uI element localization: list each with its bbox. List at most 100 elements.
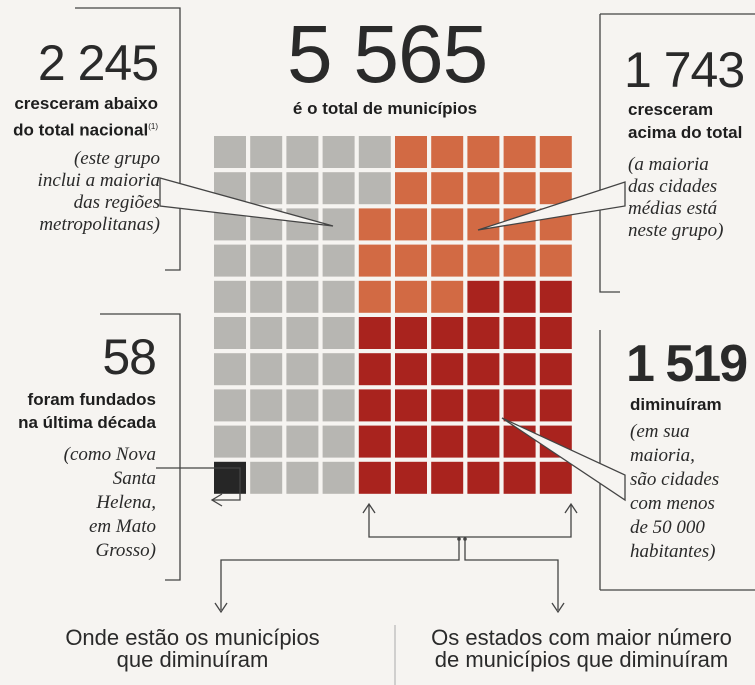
above-label-line-1: cresceram: [628, 100, 714, 119]
stem-left: [220, 537, 460, 610]
square-decreased: [539, 389, 572, 422]
below-note-line-4: metropolitanas): [39, 214, 160, 235]
square-above: [358, 280, 391, 313]
square-above: [395, 244, 427, 277]
square-decreased: [395, 389, 427, 422]
square-below: [214, 136, 246, 168]
square-below: [286, 353, 319, 386]
square-above: [395, 172, 427, 205]
total-label: é o total de municípios: [292, 99, 478, 118]
square-below: [322, 461, 355, 494]
square-decreased: [467, 280, 500, 313]
square-below: [250, 389, 283, 422]
square-below: [250, 136, 283, 168]
square-decreased: [467, 461, 500, 494]
bracket-above: [599, 13, 755, 293]
square-above: [503, 172, 536, 205]
above-value: 1 743: [624, 42, 745, 98]
square-decreased: [431, 461, 464, 494]
square-above: [395, 136, 427, 168]
total-value: 5 565: [287, 9, 488, 100]
founded-note-line-2: Santa: [112, 468, 156, 489]
square-below: [214, 317, 246, 349]
above-label-line-2: acima do total: [628, 123, 743, 142]
above-label: cresceram acima do total: [628, 98, 753, 144]
square-decreased: [431, 425, 464, 458]
square-decreased: [431, 389, 464, 422]
decreased-note-line-1: (em sua: [630, 421, 690, 442]
square-decreased: [358, 317, 391, 349]
square-below: [214, 389, 246, 422]
arrow-down-left: [214, 602, 228, 614]
square-above: [358, 208, 391, 241]
above-note: (a maioria das cidades médias está neste…: [628, 154, 755, 242]
square-decreased: [503, 280, 536, 313]
square-decreased: [503, 353, 536, 386]
square-founded: [214, 461, 246, 494]
junction-dot-right: [463, 537, 467, 541]
square-above: [431, 208, 464, 241]
arrow-up-left: [362, 502, 376, 514]
below-note-line-3: das regiões: [73, 192, 160, 213]
square-below: [286, 389, 319, 422]
square-above: [539, 172, 572, 205]
above-note-line-3: médias está: [628, 198, 718, 219]
bottom-left-title: Onde estão os municípios que diminuíram: [20, 627, 365, 671]
square-below: [322, 389, 355, 422]
square-decreased: [467, 317, 500, 349]
square-above: [395, 280, 427, 313]
square-decreased: [395, 317, 427, 349]
square-decreased: [395, 461, 427, 494]
decreased-note-line-3: são cidades: [630, 469, 720, 490]
bottom-right-line-1: Os estados com maior número: [431, 625, 732, 650]
square-decreased: [539, 461, 572, 494]
square-below: [250, 425, 283, 458]
bottom-left-line-2: que diminuíram: [116, 647, 269, 672]
bottom-right-title: Os estados com maior número de município…: [408, 627, 755, 671]
decreased-value: 1 519: [626, 335, 748, 393]
above-note-line-4: neste grupo): [628, 220, 724, 241]
arrow-founded: [210, 493, 223, 507]
square-decreased: [395, 353, 427, 386]
above-note-line-1: (a maioria: [628, 154, 709, 175]
callout-below: [159, 177, 334, 227]
square-below: [322, 353, 355, 386]
square-above: [539, 136, 572, 168]
callout-above: [477, 181, 626, 231]
square-decreased: [467, 353, 500, 386]
bracket-below: [75, 7, 181, 271]
above-note-line-2: das cidades: [628, 176, 718, 197]
decreased-note-line-6: habitantes): [630, 541, 716, 562]
square-above: [395, 208, 427, 241]
square-decreased: [503, 389, 536, 422]
square-below: [250, 280, 283, 313]
square-below: [214, 280, 246, 313]
square-above: [431, 244, 464, 277]
square-below: [286, 172, 319, 205]
bottom-right-line-2: de municípios que diminuíram: [434, 647, 729, 672]
square-below: [286, 425, 319, 458]
square-below: [286, 244, 319, 277]
square-decreased: [358, 461, 391, 494]
square-below: [250, 353, 283, 386]
founded-label-line-1: foram fundados: [27, 390, 156, 409]
junction-dot-left: [457, 537, 461, 541]
founded-label-line-2: na última década: [18, 413, 156, 432]
square-below: [214, 353, 246, 386]
founded-note-line-1: (como Nova: [63, 444, 156, 465]
square-above: [431, 172, 464, 205]
square-decreased: [539, 353, 572, 386]
decreased-note-line-5: de 50 000: [630, 517, 705, 538]
square-above: [539, 244, 572, 277]
decreased-note-line-4: com menos: [630, 493, 715, 514]
square-below: [322, 280, 355, 313]
square-decreased: [503, 461, 536, 494]
bracket-decreased: [599, 330, 755, 591]
decreased-label: diminuíram: [630, 395, 722, 414]
below-label-line-1: cresceram abaixo: [14, 94, 158, 113]
founded-label: foram fundados na última década: [0, 388, 156, 434]
square-decreased: [467, 425, 500, 458]
square-below: [358, 172, 391, 205]
square-below: [322, 136, 355, 168]
